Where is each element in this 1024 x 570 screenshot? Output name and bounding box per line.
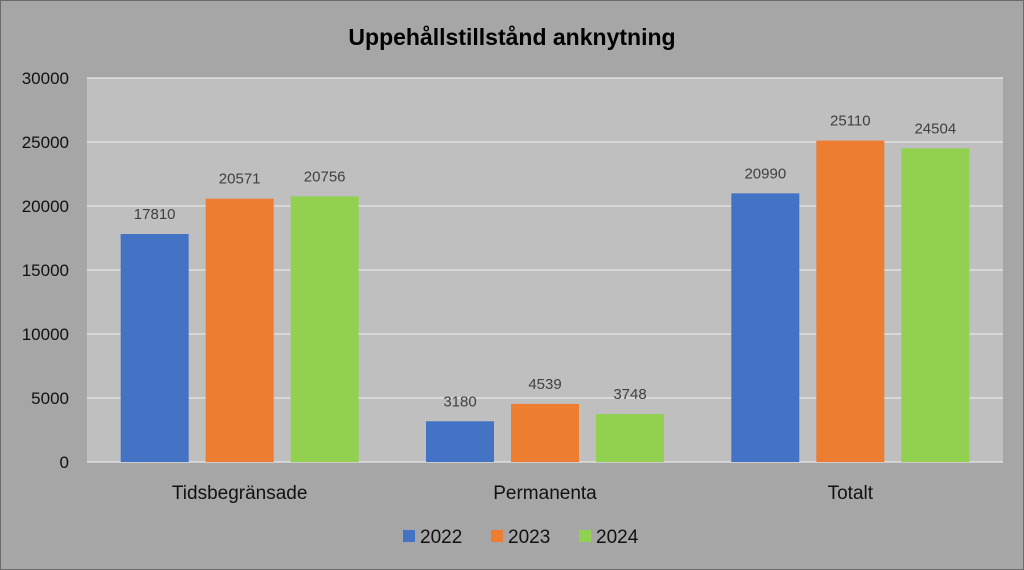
bar-2024-1 [596, 414, 664, 462]
y-tick-label: 25000 [22, 133, 69, 152]
bar-2023-1 [511, 403, 579, 462]
bar-2024-0 [290, 196, 359, 463]
data-label: 25110 [830, 113, 871, 130]
legend-label: 2023 [508, 527, 550, 548]
y-tick-label: 30000 [22, 69, 69, 88]
legend: 2022 2023 2024 [403, 527, 639, 548]
category-label: Tidsbegränsade [172, 483, 308, 504]
y-tick-label: 5000 [31, 389, 69, 408]
y-tick-label: 10000 [22, 325, 69, 344]
data-label: 17810 [134, 206, 176, 223]
bar-2022-2 [731, 193, 800, 462]
data-label: 20571 [219, 171, 261, 188]
bar-2023-2 [816, 140, 885, 463]
bar-2024-2 [901, 148, 970, 462]
legend-swatch [491, 530, 503, 542]
y-tick-label: 20000 [22, 197, 69, 216]
data-label: 24504 [914, 120, 956, 137]
data-label: 3748 [613, 386, 646, 403]
chart-title: Uppehållstillstånd anknytning [348, 24, 675, 50]
data-labels: 17810 20571 20756 3180 4539 3748 20990 25110 245… [134, 113, 956, 411]
data-label: 20990 [744, 165, 786, 182]
y-axis-tick-labels: 0 5000 10000 15000 20000 25000 30000 [22, 69, 69, 472]
data-label: 4539 [528, 376, 561, 393]
category-label: Totalt [828, 483, 874, 504]
legend-label: 2022 [420, 527, 462, 548]
x-axis-category-labels: Tidsbegränsade Permanenta Totalt [172, 483, 874, 504]
y-tick-label: 0 [60, 453, 69, 472]
legend-label: 2024 [596, 527, 639, 548]
legend-swatch [579, 530, 591, 542]
bar-2022-1 [426, 421, 494, 462]
y-tick-label: 15000 [22, 261, 69, 280]
legend-swatch [403, 530, 415, 542]
data-label: 20756 [304, 168, 346, 185]
bar-2023-0 [205, 198, 274, 462]
data-label: 3180 [443, 393, 476, 410]
bar-2022-0 [120, 234, 189, 462]
category-label: Permanenta [493, 483, 597, 504]
bars [120, 140, 970, 463]
